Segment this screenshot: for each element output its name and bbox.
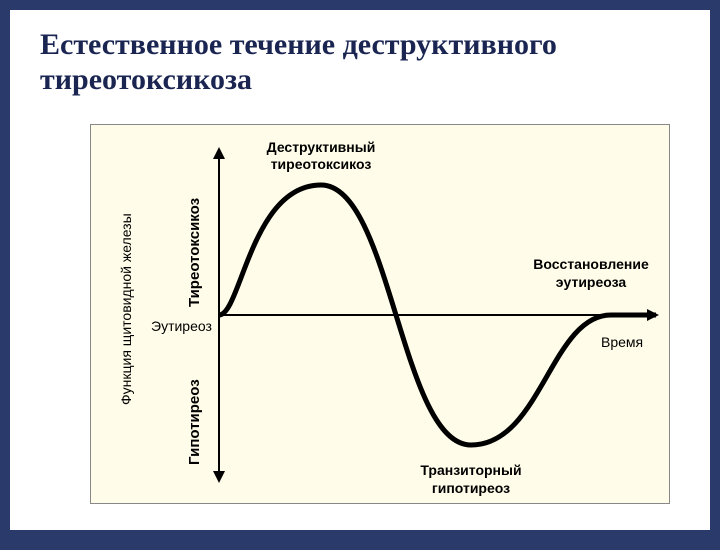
phase-recovery-line1: Восстановление [533, 256, 649, 272]
phase-bottom-line1: Транзиторный [420, 462, 521, 478]
slide-container: Естественное течение деструктивного тире… [10, 10, 710, 530]
y-upper-label: Тиреотоксикоз [186, 198, 203, 307]
chart-svg: Функция щитовидной железы Тиреотоксикоз … [91, 125, 671, 505]
phase-top-line1: Деструктивный [267, 139, 376, 155]
phase-top-line2: тиреотоксикоз [271, 156, 372, 172]
phase-recovery-line2: эутиреоза [556, 274, 627, 290]
x-axis-label: Время [601, 334, 643, 350]
y-axis-arrow-down [213, 471, 225, 483]
y-axis-main-label: Функция щитовидной железы [118, 213, 134, 405]
y-lower-label: Гипотиреоз [186, 379, 203, 465]
slide-title: Естественное течение деструктивного тире… [10, 10, 710, 105]
baseline-label: Эутиреоз [151, 318, 212, 334]
y-axis-arrow-up [213, 147, 225, 159]
chart-container: Функция щитовидной железы Тиреотоксикоз … [90, 124, 670, 504]
phase-bottom-line2: гипотиреоз [432, 480, 510, 496]
